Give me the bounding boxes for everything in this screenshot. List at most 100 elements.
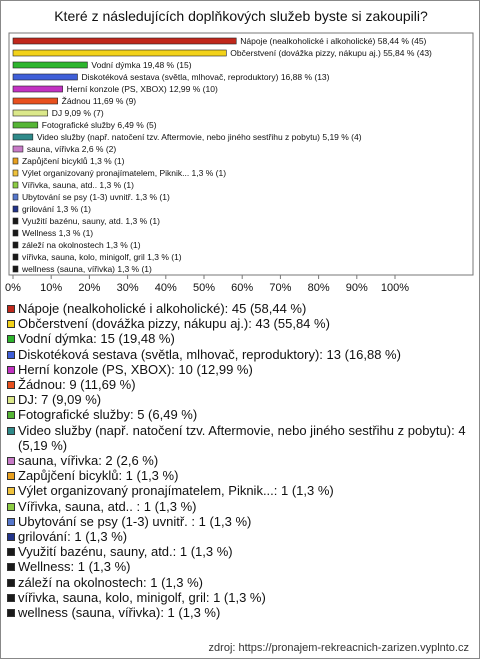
legend-item: záleží na okolnostech: 1 (1,3 %) [7,575,473,590]
bar [12,169,19,177]
legend-item: Nápoje (nealkoholické i alkoholické): 45… [7,301,473,316]
legend-label: grilování: 1 (1,3 %) [18,529,128,545]
legend-label: wellness (sauna, vířivka): 1 (1,3 %) [18,605,221,621]
chart-title: Které z následujících doplňkových služeb… [54,8,428,24]
bar [12,217,19,225]
legend-swatch [7,563,15,572]
legend-item: Video služby (např. natočení tzv. Afterm… [7,423,473,453]
legend-swatch [7,548,15,557]
legend-swatch [7,578,15,587]
legend-item: Občerstvení (dovážka pizzy, nákupu aj.):… [7,316,473,331]
legend-swatch [7,533,15,542]
bar-label: Nápoje (nealkoholické i alkoholické) 58,… [240,36,426,46]
legend-label: záleží na okolnostech: 1 (1,3 %) [18,574,203,590]
bar-label: vířivka, sauna, kolo, minigolf, gril 1,3… [22,252,182,262]
legend-swatch [7,320,15,329]
chart: Které z následujících doplňkových služeb… [5,8,474,294]
legend-item: Diskotéková sestava (světla, mlhovač, re… [7,347,473,362]
plot-frame [8,32,474,276]
legend-label: Herní konzole (PS, XBOX): 10 (12,99 %) [18,361,253,377]
legend-swatch [7,472,15,481]
bar [12,157,19,165]
bar [12,73,78,81]
legend-label: Wellness: 1 (1,3 %) [18,559,131,575]
legend-label: vířivka, sauna, kolo, minigolf, gril: 1 … [18,589,266,605]
x-tick-label: 20% [78,282,100,294]
legend-label: Ubytování se psy (1-3) uvnitř. : 1 (1,3 … [18,513,252,529]
x-tick-label: 30% [117,282,139,294]
legend-swatch [7,609,15,618]
bar-label: Wellness 1,3 % (1) [22,228,93,238]
legend-label: Žádnou: 9 (11,69 %) [18,377,136,393]
legend-swatch [7,593,15,602]
legend-label: Diskotéková sestava (světla, mlhovač, re… [18,346,401,362]
legend-item: Využití bazénu, sauny, atd.: 1 (1,3 %) [7,544,473,559]
legend-item: sauna, vířivka: 2 (2,6 %) [7,453,473,468]
legend-swatch [7,381,15,390]
legend-label: Zapůjčení bicyklů: 1 (1,3 %) [18,468,179,484]
bar [12,37,237,45]
bar-label: sauna, vířivka 2,6 % (2) [27,144,116,154]
bar [12,97,58,105]
legend-item: Vířivka, sauna, atd.. : 1 (1,3 %) [7,499,473,514]
legend-item: Vodní dýmka: 15 (19,48 %) [7,331,473,346]
bar [12,205,19,213]
legend-label: Výlet organizovaný pronajímatelem, Pikni… [18,483,334,499]
bar-label: grilování 1,3 % (1) [22,204,91,214]
legend-swatch [7,335,15,344]
bar [12,61,88,69]
bar-label: wellness (sauna, vířivka) 1,3 % (1) [21,264,152,274]
legend: Nápoje (nealkoholické i alkoholické): 45… [7,301,473,620]
legend-swatch [7,411,15,420]
bar-label: Žádnou 11,69 % (9) [62,96,137,106]
legend-label: sauna, vířivka: 2 (2,6 %) [18,453,159,469]
legend-label: Video služby (např. natočení tzv. Afterm… [18,422,466,453]
legend-item: Zapůjčení bicyklů: 1 (1,3 %) [7,468,473,483]
x-tick-label: 0% [5,282,21,294]
legend-label: Fotografické služby: 5 (6,49 %) [18,407,198,423]
bar [12,109,49,117]
legend-swatch [7,365,15,374]
bar-label: Herní konzole (PS, XBOX) 12,99 % (10) [67,84,218,94]
bar-label: Vířivka, sauna, atd.. 1,3 % (1) [22,180,134,190]
legend-item: Fotografické služby: 5 (6,49 %) [7,407,473,422]
bar [12,241,19,249]
bar [12,49,227,57]
legend-item: wellness (sauna, vířivka): 1 (1,3 %) [7,605,473,620]
bar-label: Zapůjčení bicyklů 1,3 % (1) [22,156,125,166]
bar [12,265,19,273]
legend-item: Výlet organizovaný pronajímatelem, Pikni… [7,483,473,498]
legend-swatch [7,517,15,526]
legend-label: Využití bazénu, sauny, atd.: 1 (1,3 %) [18,544,233,560]
bar-label: Vodní dýmka 19,48 % (15) [91,60,191,70]
legend-swatch [7,487,15,496]
bar [12,229,19,237]
bar [12,133,34,141]
legend-item: grilování: 1 (1,3 %) [7,529,473,544]
bar [12,193,19,201]
x-tick-label: 90% [346,282,368,294]
legend-label: Občerstvení (dovážka pizzy, nákupu aj.):… [18,316,330,332]
bar-label: Výlet organizovaný pronajímatelem, Pikni… [22,168,226,178]
bar-label: Využití bazénu, sauny, atd. 1,3 % (1) [22,216,160,226]
bar-label: Video služby (např. natočení tzv. Afterm… [37,132,362,142]
legend-label: Vířivka, sauna, atd.. : 1 (1,3 %) [18,498,197,514]
legend-swatch [7,457,15,466]
x-tick-label: 40% [155,282,177,294]
legend-item: DJ: 7 (9,09 %) [7,392,473,407]
legend-label: DJ: 7 (9,09 %) [18,392,102,408]
x-tick-label: 80% [308,282,330,294]
legend-item: Žádnou: 9 (11,69 %) [7,377,473,392]
bar-label: Ubytování se psy (1-3) uvnitř. 1,3 % (1) [22,192,170,202]
bar-label: Fotografické služby 6,49 % (5) [42,120,157,130]
bar [12,85,63,93]
x-tick-label: 70% [269,282,291,294]
bar-label: DJ 9,09 % (7) [52,108,104,118]
legend-item: Wellness: 1 (1,3 %) [7,559,473,574]
legend-label: Vodní dýmka: 15 (19,48 %) [18,331,175,347]
x-tick-label: 50% [193,282,215,294]
bar [12,253,19,261]
source: zdroj: https://pronajem-rekreacnich-zari… [208,642,469,654]
bar-label: záleží na okolnostech 1,3 % (1) [22,240,141,250]
